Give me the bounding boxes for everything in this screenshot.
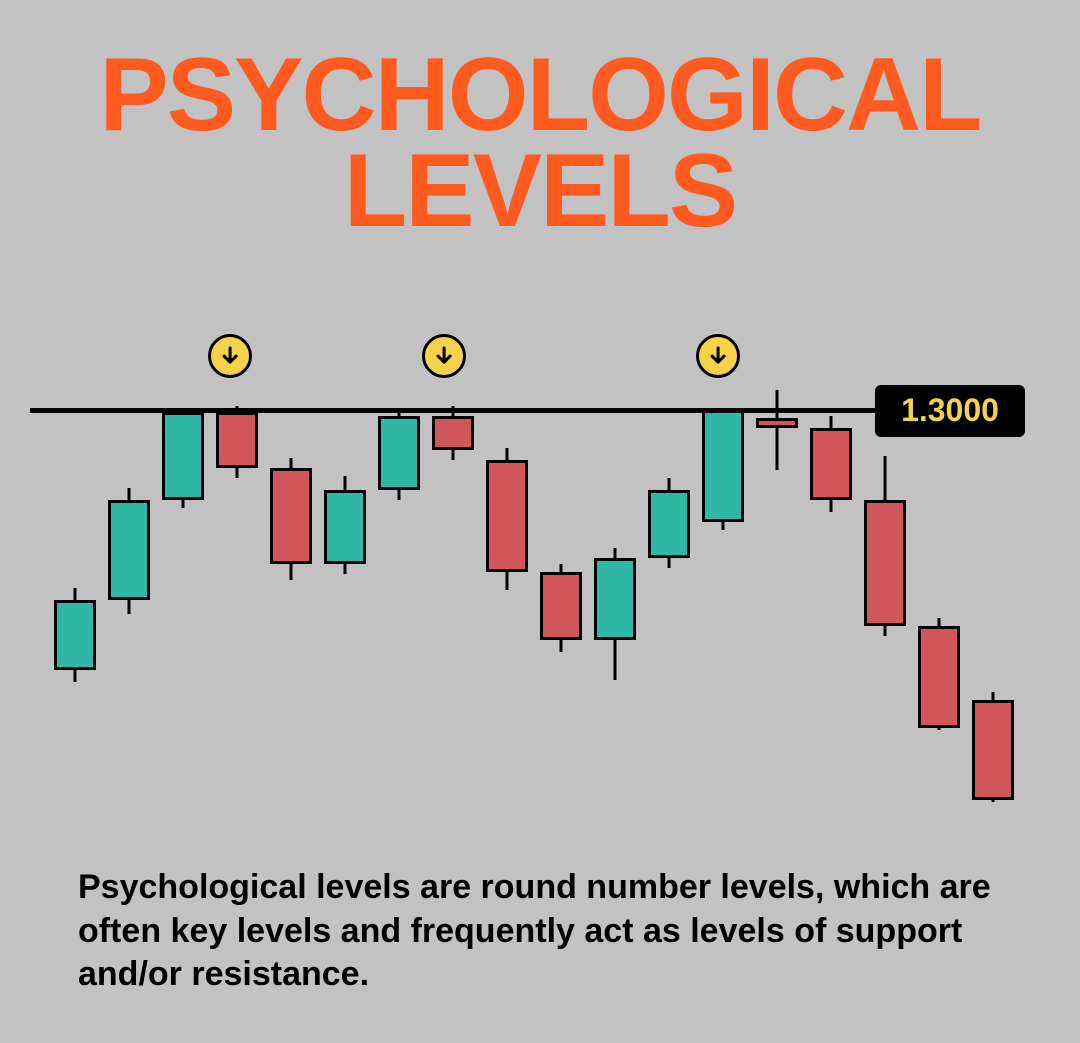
candle — [54, 330, 96, 810]
candle-body — [432, 416, 474, 450]
candle-body — [216, 412, 258, 468]
candle — [972, 330, 1014, 810]
candle-body — [378, 416, 420, 490]
candle — [108, 330, 150, 810]
candle — [162, 330, 204, 810]
title-line-2: LEVELS — [344, 133, 737, 249]
description-text: Psychological levels are round number le… — [78, 866, 1002, 997]
candle-body — [162, 412, 204, 500]
candle — [378, 330, 420, 810]
candle — [648, 330, 690, 810]
candle — [810, 330, 852, 810]
main-title: PSYCHOLOGICAL LEVELS — [0, 48, 1080, 239]
candle — [918, 330, 960, 810]
candle — [324, 330, 366, 810]
candle — [594, 330, 636, 810]
candle-body — [648, 490, 690, 558]
candle — [270, 330, 312, 810]
candle — [702, 330, 744, 810]
candle — [540, 330, 582, 810]
candle-body — [540, 572, 582, 640]
candle-body — [702, 410, 744, 522]
candle — [486, 330, 528, 810]
candle — [756, 330, 798, 810]
candle — [864, 330, 906, 810]
candle-body — [810, 428, 852, 500]
candle-body — [324, 490, 366, 564]
candle — [432, 330, 474, 810]
infographic-canvas: PSYCHOLOGICAL LEVELS 1.3000 Psychologica… — [0, 0, 1080, 1043]
candle-body — [972, 700, 1014, 800]
candle-body — [918, 626, 960, 728]
candle-body — [108, 500, 150, 600]
candle-body — [270, 468, 312, 564]
candle-body — [54, 600, 96, 670]
candle — [216, 330, 258, 810]
candle-wick — [776, 390, 779, 470]
candle-body — [486, 460, 528, 572]
candle-body — [594, 558, 636, 640]
candle-body — [864, 500, 906, 626]
candlestick-chart: 1.3000 — [0, 330, 1080, 810]
candle-body — [756, 418, 798, 428]
